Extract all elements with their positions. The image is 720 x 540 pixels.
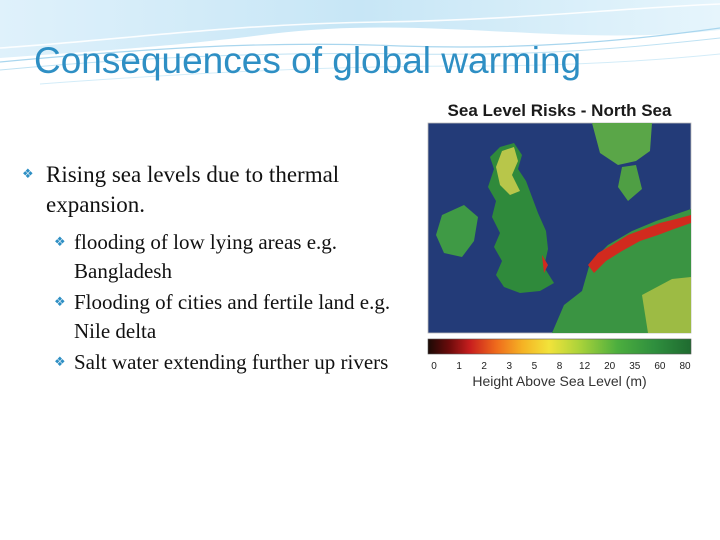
map-britain-highland	[496, 147, 520, 195]
map-scandinavia	[592, 123, 652, 165]
sub-bullet-item: ❖ flooding of low lying areas e.g. Bangl…	[22, 228, 422, 286]
bullet-list: ❖ Rising sea levels due to thermal expan…	[22, 160, 422, 379]
map-continent-upland	[642, 277, 691, 333]
height-scale-tick: 8	[556, 361, 563, 372]
height-scale-bar	[427, 338, 692, 355]
height-scale-tick: 60	[654, 361, 666, 372]
sub-bullet-item: ❖ Flooding of cities and fertile land e.…	[22, 288, 422, 346]
bullet-item: ❖ Rising sea levels due to thermal expan…	[22, 160, 422, 220]
map-ireland	[436, 205, 478, 257]
height-scale-label: Height Above Sea Level (m)	[472, 373, 647, 389]
map-title: Sea Level Risks - North Sea	[447, 101, 672, 120]
height-scale-tick: 80	[679, 361, 691, 372]
header-decoration	[0, 0, 720, 95]
height-scale-tick: 12	[579, 361, 591, 372]
feather-bullet-icon: ❖	[54, 295, 66, 310]
height-scale-tick: 1	[456, 361, 462, 372]
height-scale-tick: 3	[506, 361, 513, 372]
sea-level-map-figure: Sea Level Risks - North Sea	[422, 95, 697, 395]
sub-bullet-text: flooding of low lying areas e.g. Banglad…	[74, 230, 338, 283]
sub-bullet-item: ❖ Salt water extending further up rivers	[22, 348, 422, 377]
header-wave-graphic	[0, 0, 720, 95]
sub-bullet-text: Salt water extending further up rivers	[74, 350, 389, 374]
map-at-risk-coast	[588, 215, 691, 273]
feather-bullet-icon: ❖	[54, 355, 66, 370]
sea-level-map	[427, 122, 692, 355]
slide-title: Consequences of global warming	[34, 40, 582, 81]
bullet-text: Rising sea levels due to thermal expansi…	[46, 162, 340, 217]
feather-bullet-icon: ❖	[54, 235, 66, 250]
height-scale-tick: 20	[604, 361, 616, 372]
sub-bullet-text: Flooding of cities and fertile land e.g.…	[74, 290, 391, 343]
feather-bullet-icon: ❖	[22, 167, 34, 182]
height-scale-tick: 5	[531, 361, 538, 372]
height-scale-tick: 2	[481, 361, 487, 372]
height-scale-tick: 35	[629, 361, 641, 372]
height-scale-tick: 0	[431, 361, 437, 372]
map-denmark	[618, 165, 642, 201]
